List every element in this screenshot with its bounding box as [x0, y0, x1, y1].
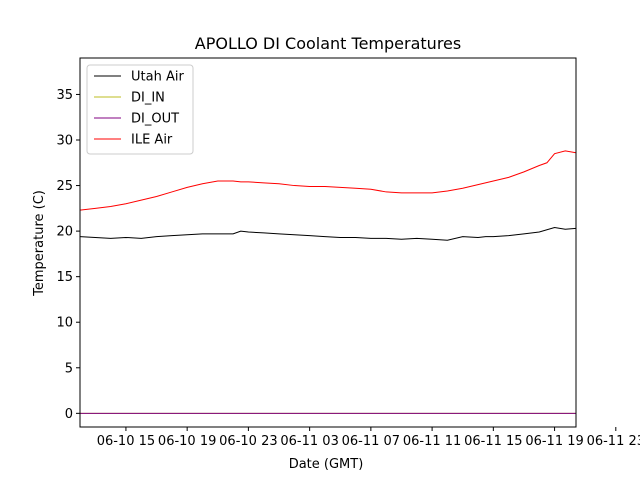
y-tick-label: 25: [56, 179, 73, 194]
series-line-ile-air: [80, 150, 576, 211]
x-axis: 06-10 15 06-10 19 06-10 23 06-11 03 06-11 07…: [97, 427, 640, 449]
legend-label-ile-air: ILE Air: [131, 133, 173, 148]
series-group: [80, 150, 576, 414]
legend-label-di-in: DI_IN: [131, 91, 165, 106]
x-tick-label: 06-10 23: [219, 434, 277, 449]
legend: Utah Air DI_IN DI_OUT ILE Air: [86, 64, 194, 155]
legend-box: [86, 64, 194, 155]
x-tick-label: 06-11 15: [464, 434, 522, 449]
x-tick-label: 06-11 23: [587, 434, 640, 449]
chart-title: APOLLO DI Coolant Temperatures: [195, 34, 461, 53]
y-tick-label: 15: [56, 270, 73, 285]
legend-label-di-out: DI_OUT: [131, 112, 179, 127]
x-tick-label: 06-11 19: [525, 434, 583, 449]
y-tick-label: 0: [65, 407, 73, 422]
y-axis-label: Temperature (C): [32, 190, 47, 297]
x-tick-label: 06-11 07: [342, 434, 400, 449]
y-tick-label: 20: [56, 225, 73, 240]
plot-lines: [80, 150, 576, 414]
x-tick-label: 06-10 15: [97, 434, 155, 449]
y-tick-label: 30: [56, 134, 73, 149]
x-axis-label: Date (GMT): [289, 457, 364, 472]
y-tick-label: 10: [56, 316, 73, 331]
plot-frame: [79, 57, 577, 428]
x-tick-label: 06-11 11: [403, 434, 461, 449]
y-axis: 0 5 10 15 20 25 30 35: [56, 88, 80, 422]
y-tick-label: 35: [56, 88, 73, 103]
x-tick-label: 06-11 03: [280, 434, 338, 449]
x-tick-label: 06-10 19: [158, 434, 216, 449]
y-tick-label: 5: [65, 361, 73, 376]
legend-label-utah-air: Utah Air: [131, 70, 184, 85]
series-line-utah-air: [80, 226, 576, 241]
